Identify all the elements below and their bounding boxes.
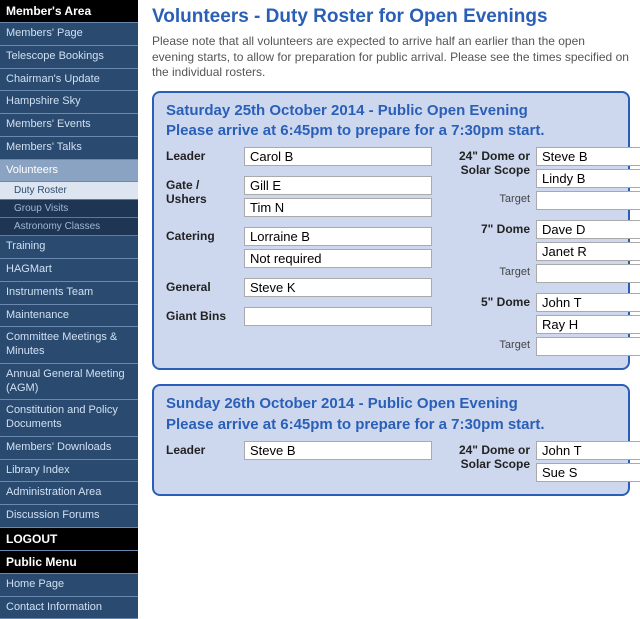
sidebar-item[interactable]: Annual General Meeting (AGM)	[0, 364, 138, 401]
group-label: 24" Dome or Solar Scope	[446, 147, 530, 177]
sidebar-item[interactable]: Constitution and Policy Documents	[0, 400, 138, 437]
dome24-field[interactable]	[536, 147, 640, 166]
leader-field[interactable]	[244, 147, 432, 166]
sidebar-item[interactable]: Administration Area	[0, 482, 138, 505]
sidebar-sub-duty-roster[interactable]: Duty Roster	[0, 182, 138, 200]
sidebar-item[interactable]: Telescope Bookings	[0, 46, 138, 69]
dome5-field[interactable]	[536, 293, 640, 312]
catering-field[interactable]	[244, 227, 432, 246]
roster-left-col: Leader	[166, 441, 432, 482]
target-field[interactable]	[536, 337, 640, 356]
sidebar-item[interactable]: Members' Downloads	[0, 437, 138, 460]
roster-arrival: Please arrive at 6:45pm to prepare for a…	[166, 122, 545, 139]
page-intro: Please note that all volunteers are expe…	[152, 34, 630, 81]
roster-card: Sunday 26th October 2014 - Public Open E…	[152, 384, 630, 496]
group-label: Gate / Ushers	[166, 176, 238, 206]
group-label: Leader	[166, 147, 238, 163]
sidebar-sub-group-visits[interactable]: Group Visits	[0, 200, 138, 218]
target-label: Target	[446, 191, 530, 205]
group-label: Giant Bins	[166, 307, 238, 323]
dome24-field[interactable]	[536, 463, 640, 482]
roster-right-col: 24" Dome or Solar Scope Target	[446, 147, 640, 356]
target-field[interactable]	[536, 264, 640, 283]
sidebar-item[interactable]: Library Index	[0, 460, 138, 483]
bins-field[interactable]	[244, 307, 432, 326]
sidebar-header-members: Member's Area	[0, 0, 138, 23]
group-label: Leader	[166, 441, 238, 457]
target-label: Target	[446, 337, 530, 351]
sidebar-item[interactable]: Committee Meetings & Minutes	[0, 327, 138, 364]
group-label: 5" Dome	[446, 293, 530, 309]
sidebar-item[interactable]: HAGMart	[0, 259, 138, 282]
sidebar-item[interactable]: Members' Talks	[0, 137, 138, 160]
dome7-field[interactable]	[536, 220, 640, 239]
sidebar: Member's Area Members' Page Telescope Bo…	[0, 0, 138, 558]
dome24-field[interactable]	[536, 441, 640, 460]
target-field[interactable]	[536, 191, 640, 210]
sidebar-item[interactable]: Contact Information	[0, 597, 138, 619]
group-label: General	[166, 278, 238, 294]
roster-heading: Sunday 26th October 2014 - Public Open E…	[166, 394, 616, 435]
sidebar-item-volunteers[interactable]: Volunteers	[0, 160, 138, 183]
sidebar-item[interactable]: Chairman's Update	[0, 69, 138, 92]
sidebar-item[interactable]: Hampshire Sky	[0, 91, 138, 114]
roster-left-col: Leader Gate / Ushers Catering	[166, 147, 432, 356]
sidebar-item[interactable]: Members' Page	[0, 23, 138, 46]
roster-card: Saturday 25th October 2014 - Public Open…	[152, 91, 630, 371]
general-field[interactable]	[244, 278, 432, 297]
gate-field[interactable]	[244, 198, 432, 217]
catering-field[interactable]	[244, 249, 432, 268]
roster-arrival: Please arrive at 6:45pm to prepare for a…	[166, 416, 545, 433]
sidebar-item[interactable]: Members' Events	[0, 114, 138, 137]
dome5-field[interactable]	[536, 315, 640, 334]
target-label: Target	[446, 264, 530, 278]
dome7-field[interactable]	[536, 242, 640, 261]
sidebar-header-public: Public Menu	[0, 551, 138, 574]
roster-right-col: 24" Dome or Solar Scope	[446, 441, 640, 482]
roster-heading: Saturday 25th October 2014 - Public Open…	[166, 101, 616, 142]
sidebar-item[interactable]: Training	[0, 236, 138, 259]
group-label: Catering	[166, 227, 238, 243]
page-title: Volunteers - Duty Roster for Open Evenin…	[152, 6, 630, 28]
sidebar-item[interactable]: Maintenance	[0, 305, 138, 328]
sidebar-logout[interactable]: LOGOUT	[0, 528, 138, 551]
main-content: Volunteers - Duty Roster for Open Evenin…	[138, 0, 640, 558]
roster-date: Sunday 26th October 2014 - Public Open E…	[166, 395, 518, 412]
group-label: 7" Dome	[446, 220, 530, 236]
roster-date: Saturday 25th October 2014 - Public Open…	[166, 102, 528, 119]
sidebar-item[interactable]: Instruments Team	[0, 282, 138, 305]
sidebar-item[interactable]: Discussion Forums	[0, 505, 138, 528]
dome24-field[interactable]	[536, 169, 640, 188]
sidebar-item[interactable]: Home Page	[0, 574, 138, 597]
gate-field[interactable]	[244, 176, 432, 195]
sidebar-sub-astronomy-classes[interactable]: Astronomy Classes	[0, 218, 138, 236]
group-label: 24" Dome or Solar Scope	[446, 441, 530, 471]
leader-field[interactable]	[244, 441, 432, 460]
